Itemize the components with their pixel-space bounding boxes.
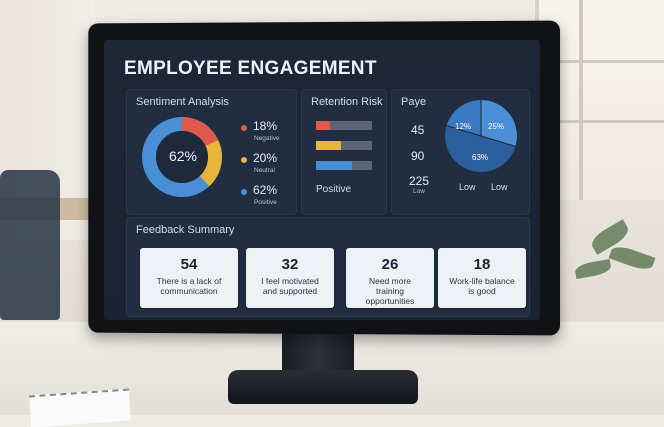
negative-dot-icon [241,125,247,131]
pay-legend-2: Low [491,182,508,192]
dashboard-screen: EMPLOYEE ENGAGEMENT Sentiment Analysis 6… [104,40,540,320]
page-title: EMPLOYEE ENGAGEMENT [124,58,377,79]
feedback-item-card[interactable]: 18 Work-life balance is good [438,248,526,308]
retention-bar-fill [316,141,341,150]
retention-risk-card[interactable]: Retention Risk Positive [301,89,387,215]
negative-label: Negative [254,135,280,142]
pay-value-1: 45 [411,123,425,137]
feedback-count: 54 [180,256,198,273]
pie-label-12: 12% [455,122,472,131]
pay-card[interactable]: Paye 45 90 225 Low 12% 25% 63% Low Low [391,89,530,215]
negative-value: 18% [253,119,278,133]
neutral-value: 20% [253,151,278,165]
pie-label-25: 25% [488,122,505,131]
pay-value-2: 90 [411,149,425,163]
feedback-count: 32 [281,256,299,273]
positive-label: Positive [254,199,277,206]
pay-legend-1: Low [459,182,476,192]
feedback-item-card[interactable]: 26 Need more training opportunities [346,248,434,308]
positive-value: 62% [253,183,278,197]
pay-value-sublabel: Low [413,188,425,195]
feedback-count: 26 [381,256,399,273]
positive-dot-icon [241,189,247,195]
neutral-label: Neutral [254,167,275,174]
donut-segment-negative [142,117,222,197]
sentiment-analysis-card[interactable]: Sentiment Analysis 62% 18% Negative 20% … [126,89,297,215]
pie-slice-25 [481,100,517,147]
donut-center-label: 62% [168,148,198,164]
retention-bar-track [316,121,372,130]
retention-bar-fill [316,161,352,170]
sentiment-donut-chart [142,117,222,197]
notebook [29,388,131,427]
pay-value-3: 225 [409,174,430,188]
donut-segment-neutral [142,117,222,197]
feedback-card-title: Feedback Summary [136,224,235,236]
pay-card-title: Paye [401,96,427,108]
background-chair [0,170,60,320]
feedback-text: Need more training opportunities [365,276,415,306]
feedback-text: Work-life balance is good [449,276,515,296]
monitor-stand-base [228,370,418,404]
pie-label-63: 63% [472,153,489,162]
feedback-count: 18 [473,256,491,273]
feedback-item-card[interactable]: 32 I feel motivated and supported [246,248,334,308]
sentiment-card-title: Sentiment Analysis [136,96,229,108]
pie-slice-12 [446,100,481,136]
retention-bar-fill [316,121,330,130]
retention-bar-track [316,141,372,150]
feedback-text: I feel motivated and supported [261,276,319,296]
retention-card-title: Retention Risk [311,96,383,108]
retention-footer-label: Positive [316,184,352,195]
feedback-item-card[interactable]: 54 There is a lack of communication [140,248,238,308]
plant-leaf [608,242,656,274]
neutral-dot-icon [241,157,247,163]
plant-leaf [574,258,612,280]
pay-pie-chart [445,99,518,172]
feedback-text: There is a lack of communication [156,276,222,296]
